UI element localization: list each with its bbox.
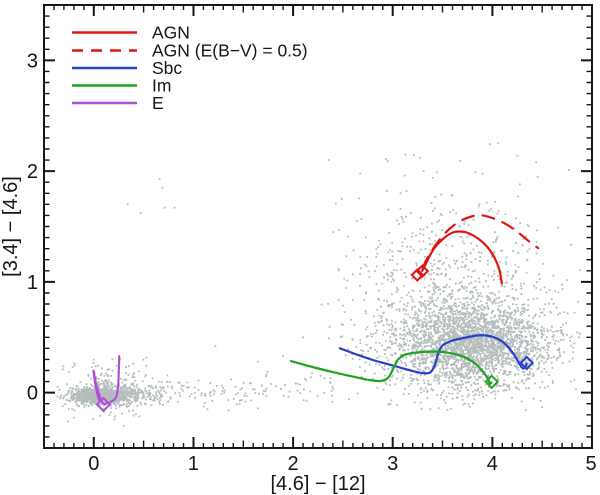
legend-label-im: Im bbox=[152, 76, 171, 96]
diamond-marker bbox=[484, 374, 500, 390]
x-tick-label-2: 2 bbox=[288, 453, 299, 475]
x-tick-labels: 0 1 2 3 4 5 bbox=[88, 453, 596, 475]
scatter-points-layer bbox=[56, 142, 581, 427]
x-axis-title: [4.6] − [12] bbox=[270, 473, 365, 495]
track-end-markers-layer bbox=[95, 264, 535, 413]
track-im bbox=[290, 350, 493, 385]
diamond-marker bbox=[95, 396, 112, 413]
y-tick-label-0: 0 bbox=[27, 383, 38, 405]
diamond-marker bbox=[519, 355, 535, 371]
diamond-marker bbox=[410, 268, 425, 282]
track-e bbox=[92, 355, 121, 406]
y-tick-label-3: 3 bbox=[27, 50, 38, 72]
legend: AGN AGN (E(B−V) = 0.5) Sbc Im E bbox=[152, 23, 308, 114]
y-axis-title: [3.4] − [4.6] bbox=[0, 176, 22, 277]
legend-label-sbc: Sbc bbox=[152, 58, 182, 78]
track-sbc bbox=[338, 334, 528, 375]
x-tick-label-3: 3 bbox=[387, 453, 398, 475]
track-agn-e-b-v-0-5 bbox=[421, 214, 540, 269]
y-tick-label-1: 1 bbox=[27, 272, 38, 294]
scatter-points bbox=[56, 142, 581, 427]
y-tick-label-2: 2 bbox=[27, 161, 38, 183]
y-tick-labels: 0 1 2 3 bbox=[27, 50, 38, 404]
x-tick-label-0: 0 bbox=[88, 453, 99, 475]
plot-frame bbox=[43, 4, 593, 449]
x-tick-label-4: 4 bbox=[487, 453, 498, 475]
x-tick-label-1: 1 bbox=[188, 453, 199, 475]
x-tick-label-5: 5 bbox=[585, 453, 596, 475]
legend-swatches-layer bbox=[72, 31, 137, 105]
legend-label-agn: AGN bbox=[152, 23, 190, 43]
track-agn bbox=[421, 230, 503, 285]
legend-label-agn-ebv: AGN (E(B−V) = 0.5) bbox=[152, 41, 308, 61]
diamond-marker bbox=[415, 264, 430, 278]
legend-label-e: E bbox=[152, 93, 164, 113]
model-tracks-layer bbox=[92, 214, 540, 406]
